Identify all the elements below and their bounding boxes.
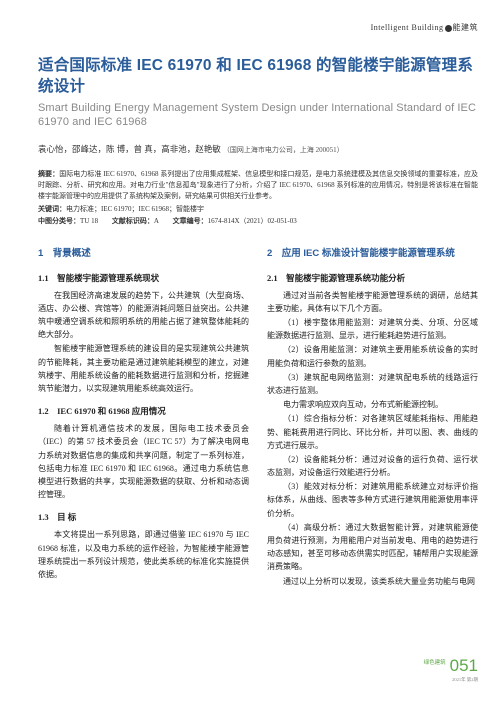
paragraph: 电力需求响应双向互动，分布式新能源控制。 bbox=[267, 398, 478, 411]
paragraph: （1）楼宇整体用能监测：对建筑分类、分项、分区域能源数据进行监测、显示，进行能耗… bbox=[267, 316, 478, 342]
paragraph: （1）综合指标分析：对各建筑区域能耗指标、用能趋势、能耗费用进行同比、环比分析，… bbox=[267, 412, 478, 452]
body-columns: 1 背景概述 1.1 智能楼宇能源管理系统现状 在我国经济高速发展的趋势下，公共… bbox=[38, 246, 478, 589]
paragraph: 本文将提出一系列思路，即通过借鉴 IEC 61970 与 IEC 61968 标… bbox=[38, 528, 249, 581]
paragraph: （3）能效对标分析：对建筑用能系统建立对标评价指标体系，从曲线、图表等多种方式进… bbox=[267, 480, 478, 520]
article-title-cn: 适合国际标准 IEC 61970 和 IEC 61968 的智能楼宇能源管理系统… bbox=[38, 56, 478, 98]
paragraph: （4）高级分析：通过大数据智能计算，对建筑能源使用负荷进行预测，为用能用户对当前… bbox=[267, 521, 478, 574]
section-1-1-heading: 1.1 智能楼宇能源管理系统现状 bbox=[38, 271, 249, 285]
paragraph: 通过对当前各类智能楼宇能源管理系统的调研，总结其主要功能，具体有以下几个方面。 bbox=[267, 289, 478, 315]
abstract-label: 摘要： bbox=[38, 170, 59, 178]
paragraph: （3）建筑配电网络监测：对建筑配电系统的线路运行状态进行监测。 bbox=[267, 371, 478, 397]
classification-row: 中图分类号：TU 18 文献标识码：A 文章编号：1674-814X（2021）… bbox=[38, 216, 478, 226]
article-title-en: Smart Building Energy Management System … bbox=[38, 101, 478, 130]
footer-issue: 2021年 第2期 bbox=[424, 677, 478, 683]
breadcrumb-cn: 能建筑 bbox=[453, 23, 479, 32]
breadcrumb-en: Intelligent Building bbox=[371, 23, 444, 32]
breadcrumb-separator-icon bbox=[445, 25, 452, 32]
paragraph: 随着计算机通信技术的发展，国际电工技术委员会（IEC）的第 57 技术委员会（I… bbox=[38, 422, 249, 501]
section-1-2-heading: 1.2 IEC 61970 和 61968 应用情况 bbox=[38, 404, 249, 418]
author-names: 袁心怡，邵峰达，陈 博，曾 真，高非池，赵艳敏 bbox=[38, 144, 221, 154]
section-1-3-heading: 1.3 目 标 bbox=[38, 510, 249, 524]
left-column: 1 背景概述 1.1 智能楼宇能源管理系统现状 在我国经济高速发展的趋势下，公共… bbox=[38, 246, 249, 589]
artno-value: 1674-814X（2021）02-051-03 bbox=[208, 217, 297, 225]
page-footer: 绿色建筑 051 2021年 第2期 bbox=[424, 656, 478, 683]
paragraph: （2）设备用能监测：对建筑主要用能系统设备的实时用能负荷和运行参数的监测。 bbox=[267, 343, 478, 369]
keywords-text: 电力标准；IEC 61970；IEC 61968；智能楼宇 bbox=[66, 205, 204, 213]
clc-value: TU 18 bbox=[80, 217, 98, 225]
paragraph: 智能楼宇能源管理系统的建设目的是实现建筑公共建筑的节能降耗，其主要功能是通过建筑… bbox=[38, 342, 249, 395]
author-affiliation: （国网上海市电力公司，上海 200051） bbox=[223, 146, 344, 154]
page-content: 适合国际标准 IEC 61970 和 IEC 61968 的智能楼宇能源管理系统… bbox=[38, 56, 478, 589]
section-2-heading: 2 应用 IEC 标准设计智能楼宇能源管理系统 bbox=[267, 246, 478, 262]
section-2-1-heading: 2.1 智能楼宇能源管理系统功能分析 bbox=[267, 271, 478, 285]
section-1-heading: 1 背景概述 bbox=[38, 246, 249, 262]
paragraph: 通过以上分析可以发现，该类系统大量业务功能与电网 bbox=[267, 575, 478, 588]
abstract: 摘要：国际电力标准 IEC 61970、61968 系列提出了应用集成框架、信息… bbox=[38, 169, 478, 202]
clc-label: 中图分类号： bbox=[38, 217, 80, 225]
keywords-label: 关键词： bbox=[38, 205, 66, 213]
keywords-row: 关键词：电力标准；IEC 61970；IEC 61968；智能楼宇 bbox=[38, 204, 478, 214]
paragraph: 在我国经济高速发展的趋势下，公共建筑（大型商场、酒店、办公楼、宾馆等）的能源消耗… bbox=[38, 289, 249, 342]
footer-publication: 绿色建筑 bbox=[424, 660, 446, 666]
paragraph: （2）设备能耗分析：通过对设备的运行负荷、运行状态监测，对设备运行效能进行分析。 bbox=[267, 453, 478, 479]
right-column: 2 应用 IEC 标准设计智能楼宇能源管理系统 2.1 智能楼宇能源管理系统功能… bbox=[267, 246, 478, 589]
artno-label: 文章编号： bbox=[173, 217, 208, 225]
abstract-text: 国际电力标准 IEC 61970、61968 系列提出了应用集成框架、信息模型和… bbox=[38, 170, 478, 200]
page-number: 051 bbox=[450, 656, 478, 675]
authors-line: 袁心怡，邵峰达，陈 博，曾 真，高非池，赵艳敏 （国网上海市电力公司，上海 20… bbox=[38, 143, 478, 155]
doccode-value: A bbox=[154, 217, 159, 225]
doccode-label: 文献标识码： bbox=[112, 217, 154, 225]
header-breadcrumb: Intelligent Building 能建筑 bbox=[371, 22, 478, 33]
